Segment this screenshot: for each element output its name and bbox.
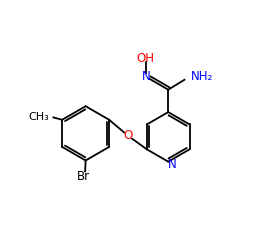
Text: CH₃: CH₃ (28, 112, 49, 122)
Text: O: O (123, 129, 133, 142)
Text: OH: OH (137, 52, 155, 65)
Text: NH₂: NH₂ (191, 70, 213, 83)
Text: N: N (168, 158, 177, 171)
Text: Br: Br (77, 170, 90, 183)
Text: N: N (142, 70, 150, 83)
